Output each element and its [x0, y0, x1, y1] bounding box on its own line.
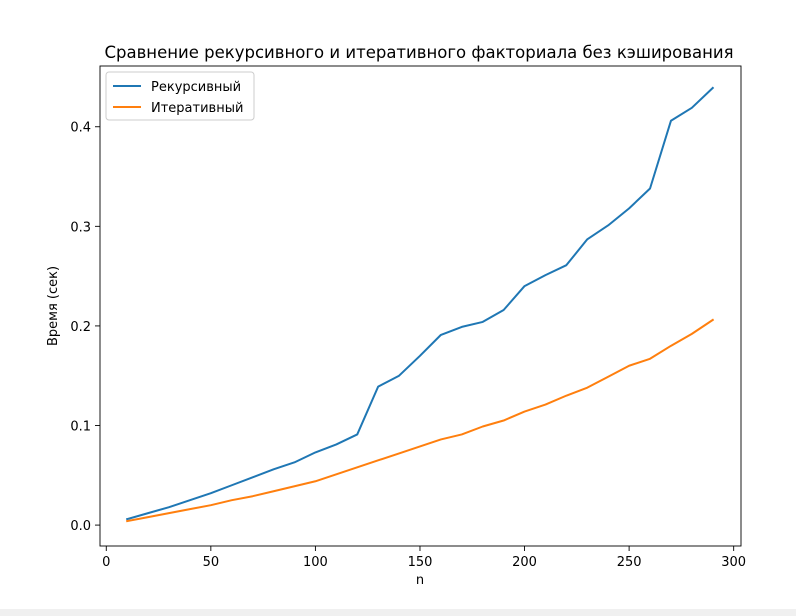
window-bottom-strip — [0, 609, 796, 616]
legend-box — [105, 71, 255, 121]
series-lines — [125, 86, 715, 523]
legend: Рекурсивный Итеративный — [105, 71, 255, 121]
y-tick-label: 0.3 — [70, 220, 91, 235]
x-tick-label: 250 — [617, 555, 642, 570]
x-tick-label: 200 — [512, 555, 537, 570]
y-tick-label: 0.1 — [70, 420, 91, 435]
x-tick-label: 150 — [408, 555, 433, 570]
y-axis: 0.0 0.1 0.2 0.3 0.4 — [70, 121, 100, 534]
x-tick-label: 100 — [303, 555, 328, 570]
y-tick-label: 0.2 — [70, 320, 91, 335]
y-tick-label: 0.0 — [70, 519, 91, 534]
legend-label-1: Рекурсивный — [151, 80, 241, 95]
x-tick-label: 300 — [721, 555, 746, 570]
x-axis-label: n — [416, 573, 424, 588]
series-line-2 — [126, 318, 715, 523]
x-axis: 0 50 100 150 200 250 300 — [102, 546, 746, 570]
legend-label-2: Итеративный — [151, 101, 243, 116]
series-line-1 — [125, 86, 715, 521]
plot-area-frame — [99, 65, 742, 547]
y-tick-label: 0.4 — [70, 121, 91, 136]
x-tick-label: 50 — [203, 555, 220, 570]
x-tick-label: 0 — [102, 555, 110, 570]
chart-title: Сравнение рекурсивного и итеративного фа… — [104, 43, 733, 62]
y-axis-label: Время (сек) — [46, 266, 61, 346]
